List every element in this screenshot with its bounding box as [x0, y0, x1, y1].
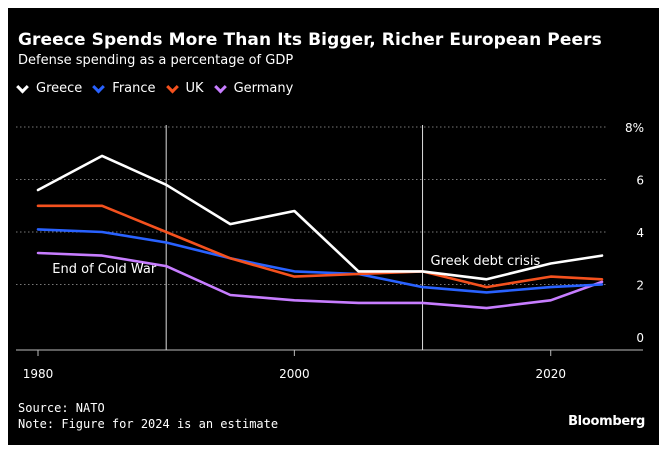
series-line-greece: [36, 154, 604, 281]
bloomberg-logo: Bloomberg: [568, 414, 645, 429]
legend-label-germany: Germany: [233, 81, 294, 96]
y-tick-label-8: 8%: [625, 121, 644, 135]
legend-label-france: France: [112, 81, 156, 96]
estimate-note: Note: Figure for 2024 is an estimate: [18, 417, 279, 431]
x-tick-label-2020: 2020: [535, 367, 566, 381]
series-line-uk: [36, 204, 604, 289]
legend-item-france: France: [92, 80, 156, 96]
y-tick-label-2: 2: [636, 279, 644, 293]
series-line-france: [36, 228, 604, 294]
legend-item-germany: Germany: [213, 80, 294, 96]
legend-item-greece: Greece: [16, 80, 83, 96]
legend-label-greece: Greece: [36, 81, 83, 96]
series-line-germany: [36, 251, 604, 310]
y-tick-label-6: 6: [636, 174, 644, 188]
legend-item-uk: UK: [165, 80, 204, 96]
annotation-label-end-of-cold-war: End of Cold War: [52, 262, 157, 277]
line-chart: 0 2 4 6 8% 1980 2000 2020 End of Cold War Greek d…: [16, 121, 644, 381]
y-tick-label-4: 4: [636, 226, 644, 240]
y-tick-label-0: 0: [636, 331, 644, 345]
legend-label-uk: UK: [185, 81, 204, 96]
x-tick-label-1980: 1980: [23, 367, 54, 381]
x-tick-label-2000: 2000: [279, 367, 310, 381]
source-note: Source: NATO: [18, 401, 105, 415]
chart-card: Greece Spends More Than Its Bigger, Rich…: [8, 8, 659, 445]
chart-subtitle: Defense spending as a percentage of GDP: [18, 53, 294, 68]
annotation-label-greek-debt-crisis: Greek debt crisis: [431, 254, 541, 269]
chart-title: Greece Spends More Than Its Bigger, Rich…: [18, 30, 602, 50]
legend: Greece France UK Germany: [16, 80, 305, 96]
